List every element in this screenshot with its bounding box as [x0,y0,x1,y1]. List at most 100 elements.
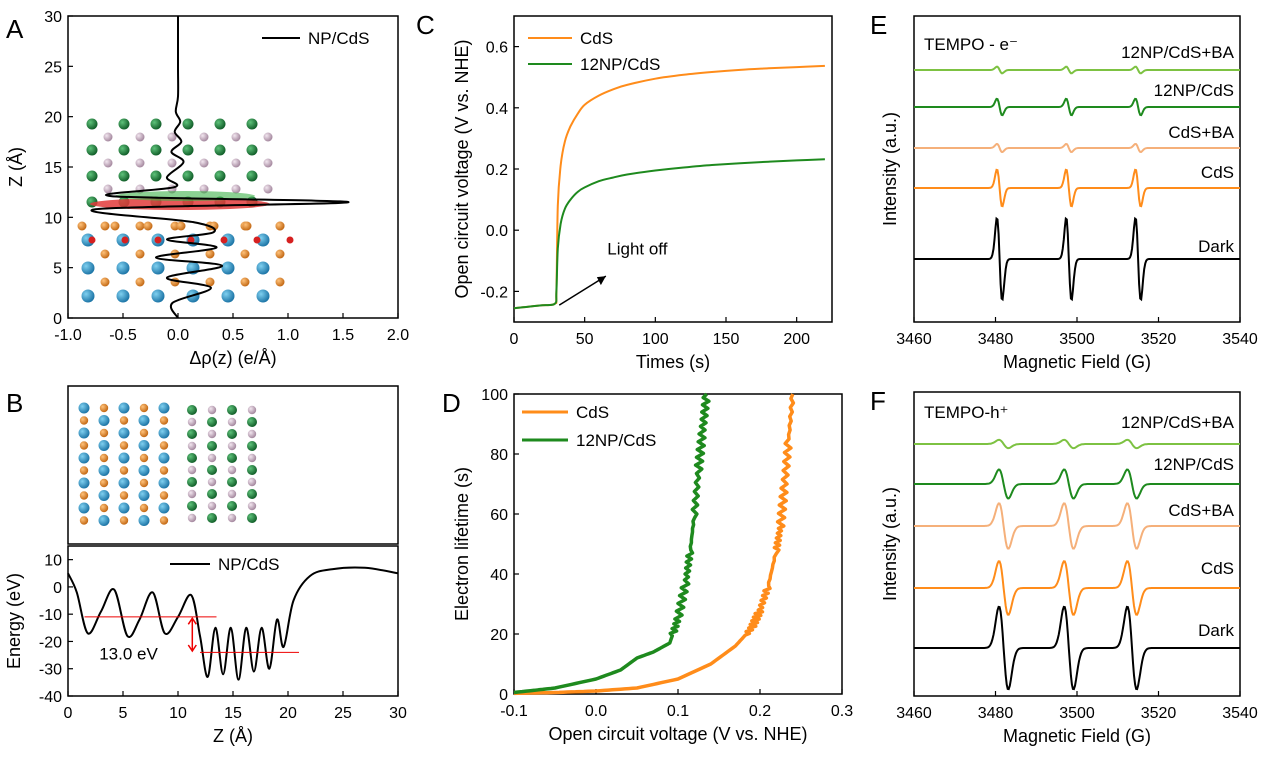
x-tick-label: 0.1 [667,703,689,720]
atom-orange [135,249,145,259]
atom-blue [118,502,130,514]
spectrum-label: 12NP/CdS+BA [1121,413,1235,432]
atom-orange [99,428,109,438]
atom-orange [79,416,89,425]
y-tick-label: 60 [490,507,508,524]
panel-label-b: B [6,388,23,418]
atom-green [227,501,237,511]
x-axis-label: Times (s) [636,352,710,372]
atom-blue [78,502,90,514]
atom-pink [247,501,257,511]
atom-blue [118,402,130,414]
atom-green [187,405,197,415]
atom-pink [207,477,217,487]
atom-green [227,477,237,487]
atom-blue [158,427,170,439]
atom-red [187,236,195,244]
y-tick-label: 0.6 [486,40,508,57]
panel-b-structure-image [78,402,257,526]
atom-orange [176,221,186,231]
spectrum-label: 12NP/CdS [1154,455,1234,474]
atom-green [247,489,257,499]
atom-blue [118,427,130,439]
atom-blue [158,402,170,414]
y-tick-label: -10 [39,607,62,624]
energy-gap-label: 13.0 eV [99,644,158,663]
x-tick-label: 0.2 [749,703,771,720]
spectrum-label: Dark [1198,621,1234,640]
atom-orange [159,466,169,475]
atom-blue [98,490,110,501]
atom-green [207,441,217,451]
atom-red [154,236,162,244]
light-off-label: Light off [607,240,667,259]
atom-blue [138,490,150,501]
atom-pink [227,489,237,499]
y-axis-label: Open circuit voltage (V vs. NHE) [452,39,472,298]
panel-title: TEMPO - e⁻ [924,35,1018,54]
atom-pink [187,417,197,427]
atom-green [187,477,197,487]
atom-green [150,144,162,156]
atom-pink [167,158,177,168]
x-tick-label: 1.5 [332,327,354,344]
y-tick-label: 0.2 [486,162,508,179]
x-tick-label: 150 [713,331,740,348]
atom-orange [119,466,129,475]
atom-pink [263,132,273,142]
atom-pink [231,184,241,194]
atom-pink [263,158,273,168]
spectrum-label: CdS+BA [1168,123,1234,142]
atom-green [187,429,197,439]
panel-a-chart: -1.0 -0.5 0.0 0.5 1.0 1.5 2.0 0 5 10 15 20 25 30 Δρ(z)… [6,9,409,368]
x-tick-label: -0.1 [500,703,528,720]
spectrum-12np-cds-ba [914,438,1240,450]
x-tick-label: 10 [169,705,187,722]
atom-green [118,144,130,156]
atom-blue [118,452,130,464]
panel-f-chart: 3460 3480 3500 3520 3540 Magnetic Field (G) In… [880,391,1258,746]
y-tick-label: 15 [44,160,62,177]
atom-green [214,118,226,130]
atom-pink [247,477,257,487]
atom-pink [187,513,197,523]
y-tick-label: -0.2 [480,284,508,301]
atom-orange [143,221,153,231]
atom-orange [240,277,250,287]
atom-orange [79,466,89,475]
atom-pink [231,158,241,168]
atom-red [88,236,96,244]
y-tick-label: 0.4 [486,101,508,118]
x-tick-label: 3540 [1222,705,1258,722]
y-tick-label: 80 [490,447,508,464]
panel-label-d: D [442,388,461,418]
atom-blue [81,289,95,303]
atom-orange [205,277,215,287]
panel-c-chart: 0 50 100 150 200 -0.2 0.0 0.2 0.4 0.6 Times (s) Ope… [452,15,833,372]
atom-blue [78,427,90,439]
arrow-head-down [187,644,197,653]
y-tick-label: 5 [53,261,62,278]
atom-blue [118,477,130,489]
atom-blue [98,515,110,526]
y-tick-label: 100 [481,387,508,404]
y-tick-label: 10 [44,210,62,227]
atom-blue [158,502,170,514]
atom-green [118,170,130,182]
atom-orange [159,441,169,450]
x-tick-label: 3520 [1141,705,1177,722]
atom-orange [99,503,109,513]
atom-blue [138,415,150,426]
spectrum-label: 12NP/CdS+BA [1121,43,1235,62]
x-tick-label: 0.5 [222,327,244,344]
atom-green [214,170,226,182]
atom-blue [221,261,235,275]
panel-label-c: C [416,10,435,40]
atom-blue [138,515,150,526]
atom-pink [199,132,209,142]
atom-orange [242,221,252,231]
atom-green [150,118,162,130]
y-axis-label: Energy (eV) [4,573,24,669]
atom-blue [221,289,235,303]
series-line-12np-cds [513,158,825,310]
